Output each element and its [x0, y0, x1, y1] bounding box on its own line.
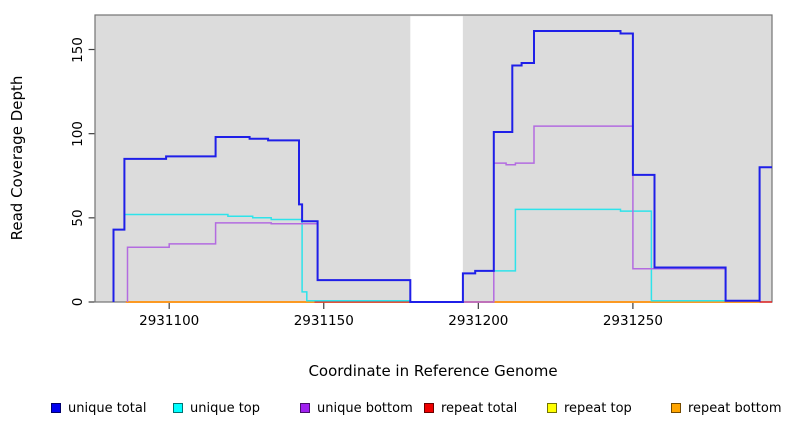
unique-total-swatch-icon [51, 403, 61, 413]
legend-label: unique bottom [317, 400, 413, 416]
unique-bottom-swatch-icon [300, 403, 310, 413]
x-tick-label-2931100: 2931100 [139, 313, 200, 329]
legend-item-unique-bottom: unique bottom [300, 400, 413, 416]
coverage-gap-band [410, 16, 463, 302]
x-axis-title: Coordinate in Reference Genome [308, 362, 558, 380]
legend-item-repeat-top: repeat top [547, 400, 632, 416]
repeat-total-swatch-icon [424, 403, 434, 413]
legend-label: repeat top [564, 400, 632, 416]
legend-item-repeat-total: repeat total [424, 400, 518, 416]
y-tick-label-50: 50 [70, 209, 86, 227]
legend-label: unique total [68, 400, 147, 416]
legend-label: repeat bottom [688, 400, 782, 416]
unique-top-swatch-icon [173, 403, 183, 413]
legend-item-unique-total: unique total [51, 400, 147, 416]
legend-item-repeat-bottom: repeat bottom [671, 400, 782, 416]
series-unique-total [112, 30, 772, 303]
repeat-top-swatch-icon [547, 403, 557, 413]
repeat-bottom-swatch-icon [671, 403, 681, 413]
x-tick-label-2931150: 2931150 [293, 313, 354, 329]
y-axis-title: Read Coverage Depth [8, 75, 26, 241]
x-tick-label-2931250: 2931250 [602, 313, 663, 329]
legend-label: unique top [190, 400, 261, 416]
y-tick-label-150: 150 [70, 36, 86, 63]
x-tick-label-2931200: 2931200 [448, 313, 509, 329]
legend-label: repeat total [441, 400, 518, 416]
y-tick-label-0: 0 [70, 297, 86, 307]
y-tick-label-100: 100 [70, 120, 86, 147]
legend-item-unique-top: unique top [173, 400, 261, 416]
